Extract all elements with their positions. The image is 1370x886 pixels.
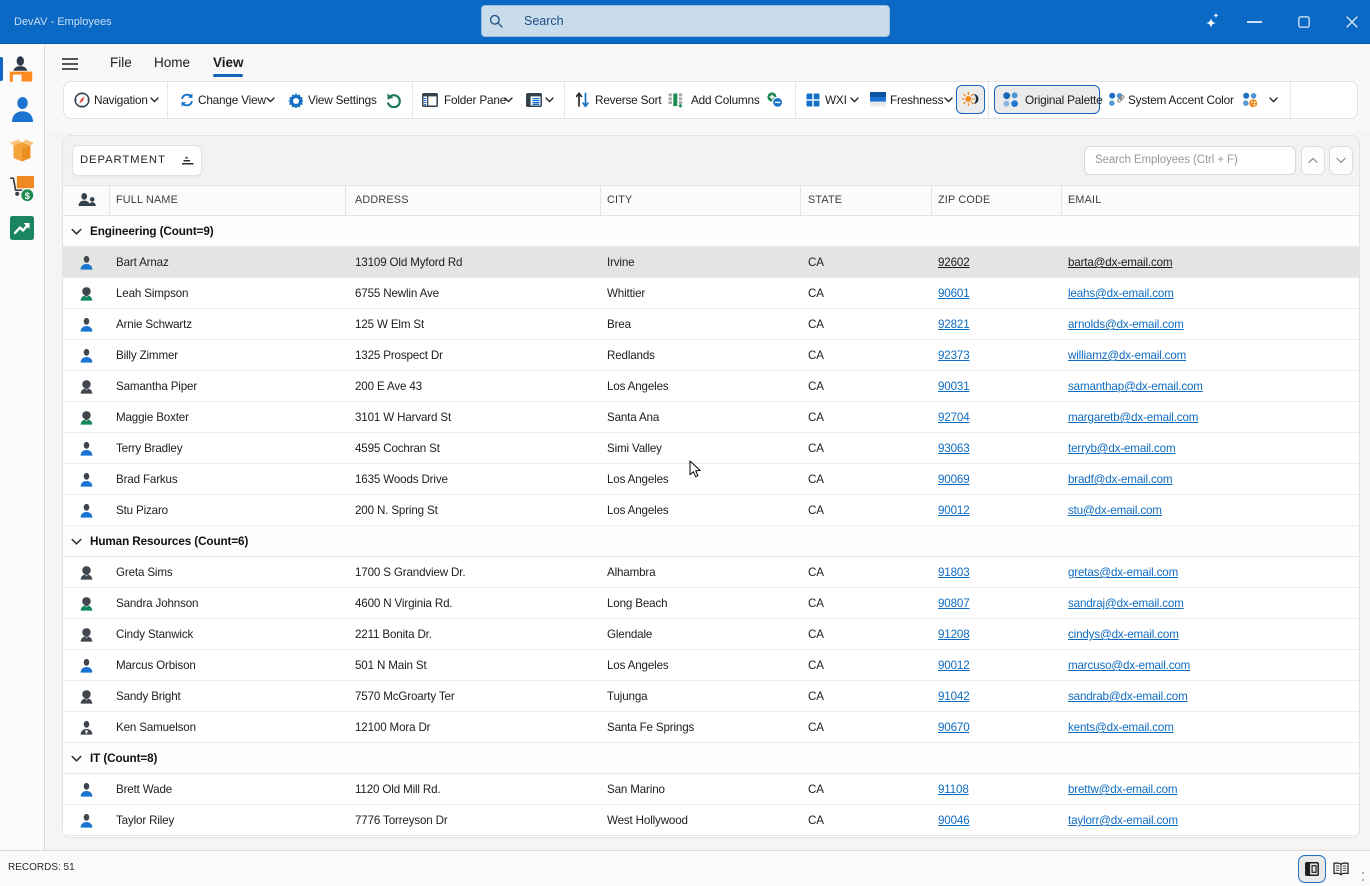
svg-text:$: $ <box>25 191 31 202</box>
